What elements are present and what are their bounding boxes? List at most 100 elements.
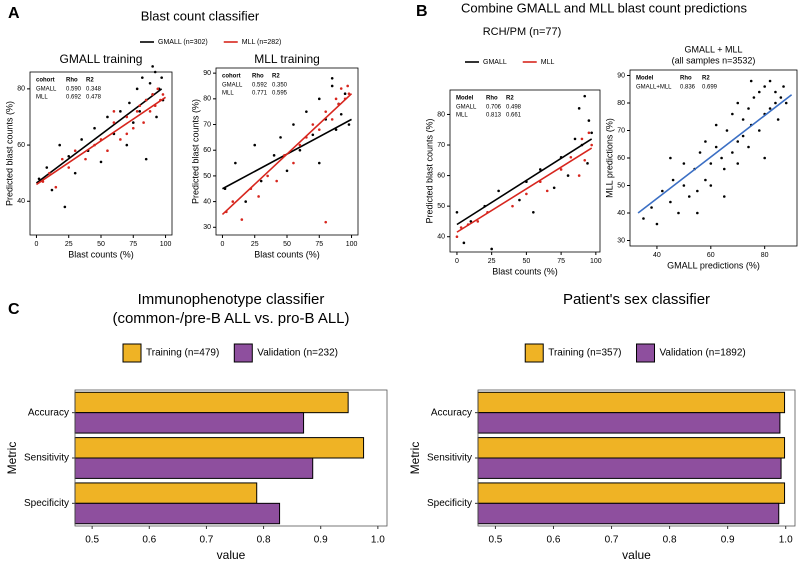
bar — [74, 412, 305, 434]
fit-line — [456, 138, 593, 226]
point — [525, 192, 528, 196]
point — [275, 179, 278, 183]
y-tick-label: 90 — [617, 72, 625, 79]
table-cell: MLL — [222, 91, 234, 97]
point — [334, 128, 338, 131]
y-tick-label: 40 — [617, 210, 625, 217]
legend-label: Training (n=357) — [548, 348, 621, 359]
y-tick-label: 70 — [617, 127, 625, 134]
point — [135, 87, 139, 91]
legend-label: MLL — [541, 59, 555, 66]
point — [704, 178, 707, 182]
point — [682, 184, 686, 187]
point — [67, 155, 71, 158]
point — [731, 151, 734, 154]
point — [231, 200, 235, 203]
bar — [477, 457, 782, 479]
x-tick-label: 1.0 — [371, 535, 385, 546]
point — [151, 93, 154, 96]
point — [279, 136, 282, 139]
point — [490, 247, 493, 251]
table-cell: 0.498 — [506, 105, 522, 111]
y-tick-label: 40 — [203, 198, 211, 205]
y-tick-label: 80 — [437, 111, 445, 118]
table-cell: 0.350 — [272, 83, 288, 89]
x-tick-label: 40 — [653, 252, 661, 259]
y-tick-label: 80 — [203, 96, 211, 103]
point — [511, 204, 514, 208]
bar — [74, 391, 349, 414]
panel-label: C — [8, 301, 20, 318]
point — [736, 101, 740, 105]
point — [476, 220, 480, 223]
point — [112, 121, 116, 124]
point — [292, 123, 295, 126]
x-axis-label: Blast counts (%) — [68, 249, 134, 259]
plot-frame — [477, 389, 796, 527]
point — [131, 121, 135, 124]
point — [577, 174, 581, 177]
y-axis-label: Predicted blast counts (%) — [424, 118, 434, 223]
table-header: Rho — [486, 96, 498, 102]
bar — [477, 412, 781, 434]
point — [298, 148, 302, 152]
table-header: R2 — [506, 96, 514, 102]
point — [741, 134, 745, 138]
point — [37, 177, 41, 181]
x-tick-label: 50 — [283, 241, 291, 248]
y-tick-label: 40 — [437, 234, 445, 241]
point — [709, 162, 713, 165]
x-axis-label: GMALL predictions (%) — [667, 260, 760, 270]
point — [106, 149, 109, 152]
table-cell: GMALL+MLL — [636, 85, 672, 91]
chart-title: GMALL training — [60, 52, 143, 66]
panel-label: B — [416, 3, 428, 20]
table-cell: 0.692 — [66, 95, 82, 101]
x-tick-label: 75 — [129, 241, 137, 248]
point — [650, 206, 653, 209]
point — [266, 174, 269, 178]
panel-title: Blast count classifier — [141, 8, 260, 23]
x-tick-label: 75 — [315, 241, 323, 248]
point — [569, 155, 573, 159]
x-tick-label: 0.6 — [142, 535, 156, 546]
y-tick-label: 50 — [617, 182, 625, 189]
point — [784, 101, 788, 105]
y-tick-label: 50 — [203, 173, 211, 180]
point — [590, 131, 593, 135]
point — [757, 129, 761, 132]
point — [774, 101, 777, 105]
table-cell: MLL — [456, 113, 468, 119]
x-tick-label: 80 — [761, 252, 769, 259]
point — [141, 76, 144, 79]
x-tick-label: 25 — [251, 241, 259, 248]
plot-frame — [74, 389, 388, 527]
panel-label: A — [8, 5, 20, 22]
y-axis-label: Predicted blast counts (%) — [190, 99, 200, 204]
y-tick-label: Sensitivity — [427, 453, 472, 464]
panel-subtitle: RCH/PM (n=77) — [483, 26, 562, 38]
point — [776, 118, 780, 121]
point — [669, 200, 672, 204]
point — [93, 126, 96, 130]
y-tick-label: 70 — [437, 142, 445, 149]
chart-title: MLL training — [254, 52, 320, 66]
legend-label: GMALL — [483, 59, 507, 66]
legend-swatch — [122, 343, 142, 363]
chart-subtitle: (all samples n=3532) — [672, 55, 756, 65]
x-tick-label: 0 — [35, 241, 39, 248]
point — [131, 126, 135, 130]
point — [334, 97, 338, 101]
point — [687, 195, 691, 198]
point — [469, 220, 473, 223]
panel-title: Combine GMALL and MLL blast count predic… — [461, 0, 747, 15]
point — [99, 160, 103, 164]
fit-line — [456, 147, 593, 233]
point — [112, 110, 116, 113]
point — [545, 189, 549, 193]
point — [148, 81, 152, 85]
table-cell: GMALL — [222, 83, 243, 89]
table-cell: 0.661 — [506, 113, 522, 119]
point — [138, 104, 142, 108]
